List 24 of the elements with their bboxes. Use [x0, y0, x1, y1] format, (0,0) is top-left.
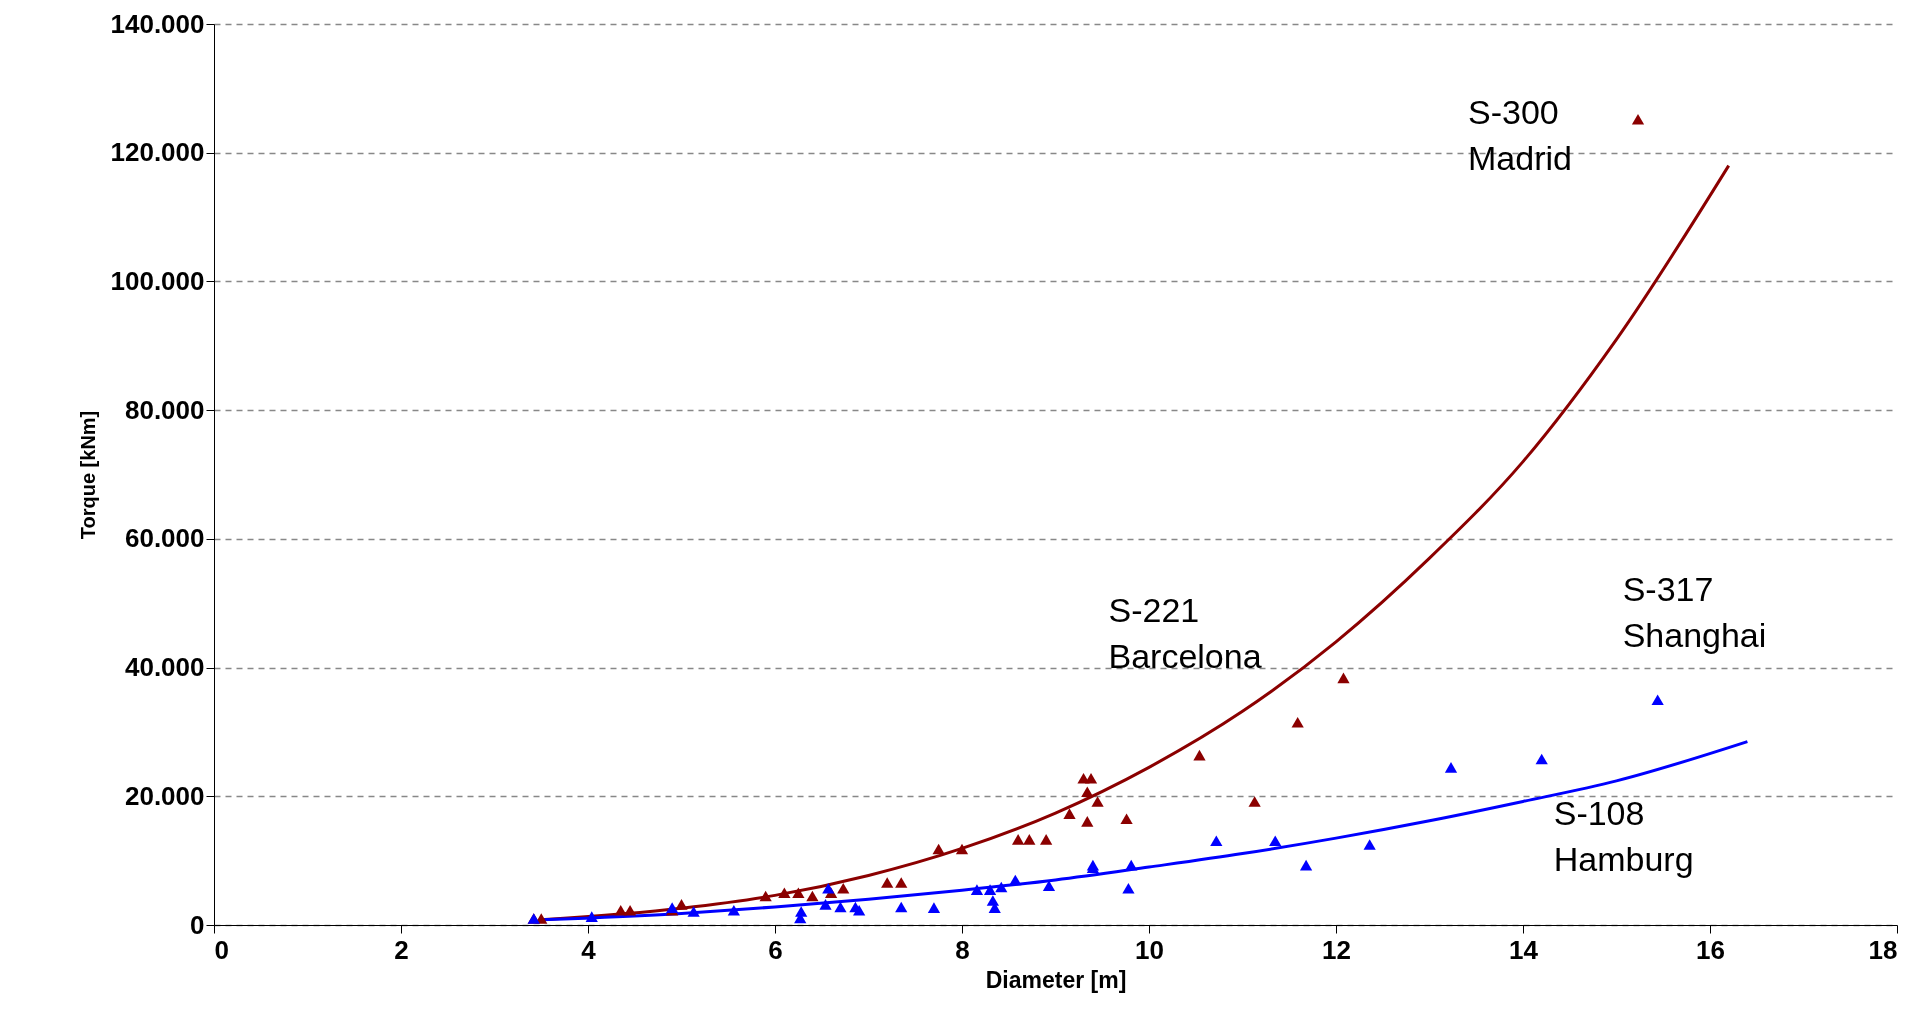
- x-tick-label: 8: [955, 934, 970, 965]
- x-tick-label: 18: [1868, 934, 1898, 965]
- y-axis-title: Torque [kNm]: [76, 410, 99, 540]
- annotation: S-317 Shanghai: [1622, 569, 1767, 654]
- y-tick-label: 40.000: [124, 652, 205, 683]
- y-tick-label: 80.000: [124, 394, 205, 425]
- y-tick-label: 140.000: [110, 8, 205, 39]
- x-tick-label: 0: [214, 934, 229, 965]
- x-tick-label: 16: [1696, 934, 1725, 965]
- x-tick-label: 2: [394, 934, 409, 965]
- x-tick-label: 6: [768, 934, 783, 965]
- annotation: S-108 Hamburg: [1553, 793, 1694, 878]
- y-tick-label: 0: [190, 909, 205, 940]
- x-tick-label: 12: [1322, 934, 1351, 965]
- x-tick-label: 10: [1135, 934, 1164, 965]
- annotation: S-221 Barcelona: [1108, 590, 1262, 675]
- x-axis-title: Diameter [m]: [985, 966, 1127, 993]
- y-tick-label: 20.000: [124, 780, 205, 811]
- y-tick-label: 60.000: [124, 523, 205, 554]
- x-tick-label: 14: [1509, 934, 1539, 965]
- annotation: S-300 Madrid: [1468, 93, 1572, 178]
- y-tick-label: 100.000: [110, 265, 205, 296]
- x-tick-label: 4: [581, 934, 597, 965]
- y-tick-label: 120.000: [110, 137, 205, 168]
